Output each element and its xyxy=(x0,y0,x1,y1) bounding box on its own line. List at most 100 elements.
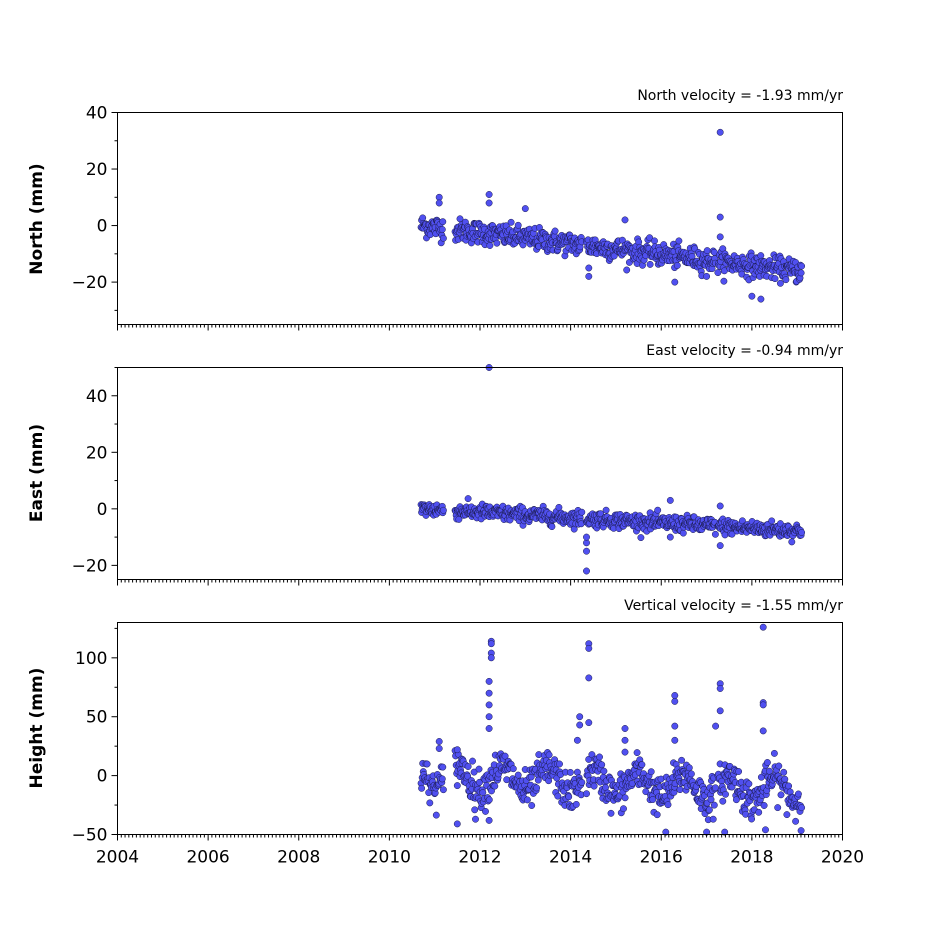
north-data-point xyxy=(507,218,515,226)
north-outlier-point xyxy=(671,278,679,286)
height-outlier-point xyxy=(759,623,767,631)
height-outlier-point xyxy=(621,725,629,732)
north-data-point xyxy=(493,239,501,247)
height-data-point xyxy=(469,757,476,765)
height-data-point xyxy=(685,764,693,772)
height-data-point xyxy=(653,811,661,819)
height-data-point xyxy=(763,759,771,766)
east-data-point xyxy=(464,495,472,503)
north-data-point xyxy=(782,276,790,284)
east-outlier-point xyxy=(583,539,590,547)
north-y-tick-label: −20 xyxy=(72,273,108,293)
height-data-point xyxy=(475,765,483,773)
height-data-point xyxy=(775,762,783,770)
north-outlier-point xyxy=(757,295,765,303)
x-tick-label: 2018 xyxy=(730,848,773,868)
north-outlier-point xyxy=(585,264,593,272)
north-data-point xyxy=(438,226,446,233)
height-data-point xyxy=(620,805,627,813)
height-data-point xyxy=(523,796,531,804)
east-data-point xyxy=(788,538,796,546)
height-outlier-point xyxy=(585,674,593,682)
height-data-point xyxy=(638,761,646,769)
height-data-point xyxy=(598,761,606,769)
height-data-point xyxy=(501,752,509,760)
east-y-tick-label: −20 xyxy=(72,556,108,576)
height-data-point xyxy=(453,782,461,790)
height-data-point xyxy=(621,794,629,802)
north-data-point xyxy=(551,227,559,235)
height-data-point xyxy=(596,753,603,761)
height-data-points xyxy=(417,623,806,836)
north-data-point xyxy=(771,275,779,283)
north-panel: North velocity = -1.93 mm/yr North (mm) … xyxy=(27,88,843,331)
height-data-point xyxy=(766,767,773,775)
height-plot-frame xyxy=(117,622,843,835)
x-tick-label: 2014 xyxy=(549,848,592,868)
height-outlier-point xyxy=(671,722,679,730)
north-data-point xyxy=(514,221,522,229)
north-data-point xyxy=(738,270,746,278)
height-data-point xyxy=(649,796,657,803)
height-outlier-point xyxy=(671,697,679,705)
height-outlier-point xyxy=(472,815,479,823)
x-tick-label: 2008 xyxy=(277,848,320,868)
height-y-axis-label: Height (mm) xyxy=(27,668,47,789)
east-data-point xyxy=(637,534,645,542)
vertical-velocity-title: Vertical velocity = -1.55 mm/yr xyxy=(624,598,843,614)
height-outlier-point xyxy=(662,828,670,836)
north-data-point xyxy=(646,260,654,268)
north-y-axis-label: North (mm) xyxy=(27,163,47,274)
x-tick-label: 2004 xyxy=(96,848,139,868)
north-outlier-point xyxy=(716,213,724,221)
height-data-point xyxy=(794,790,802,798)
east-plot-frame xyxy=(117,367,843,580)
height-data-point xyxy=(439,786,447,794)
height-data-point xyxy=(642,788,650,796)
height-data-point xyxy=(678,756,686,764)
north-axis-ticks: 40 20 0 −20 xyxy=(72,104,843,331)
height-data-point xyxy=(578,778,586,786)
north-velocity-title: North velocity = -1.93 mm/yr xyxy=(637,88,843,104)
north-y-tick-label: 20 xyxy=(86,160,108,180)
height-outlier-point xyxy=(716,685,724,692)
height-outlier-point xyxy=(485,713,493,721)
x-tick-label: 2010 xyxy=(368,848,411,868)
height-data-point xyxy=(509,765,517,773)
north-data-point xyxy=(651,237,658,245)
height-outlier-point xyxy=(671,736,679,744)
north-y-tick-label: 0 xyxy=(97,217,108,237)
height-data-point xyxy=(545,751,553,759)
height-outlier-point xyxy=(487,654,495,662)
height-data-point xyxy=(687,770,695,778)
east-velocity-title: East velocity = -0.94 mm/yr xyxy=(646,343,843,359)
height-data-point xyxy=(735,768,743,775)
x-tick-label: 2016 xyxy=(640,848,683,868)
north-plot-frame xyxy=(117,112,843,325)
east-data-point xyxy=(679,529,687,537)
east-outlier-point xyxy=(583,547,590,555)
height-data-point xyxy=(418,784,426,792)
height-data-point xyxy=(783,811,791,819)
height-data-point xyxy=(528,802,536,809)
x-tick-label: 2006 xyxy=(186,848,229,868)
height-outlier-point xyxy=(716,707,724,715)
north-y-tick-label: 40 xyxy=(86,104,108,124)
height-y-tick-label: 0 xyxy=(97,767,108,787)
height-outlier-point xyxy=(621,748,629,756)
north-data-point xyxy=(623,266,631,274)
east-outlier-point xyxy=(583,567,590,575)
east-data-points xyxy=(417,364,806,575)
x-tick-label: 2020 xyxy=(821,848,864,868)
height-data-point xyxy=(792,817,800,825)
height-data-point xyxy=(554,792,562,800)
height-data-point xyxy=(565,793,573,801)
height-data-point xyxy=(533,784,541,792)
height-outlier-point xyxy=(435,738,443,745)
height-data-point xyxy=(755,808,763,816)
height-data-point xyxy=(438,775,446,783)
x-tick-label: 2012 xyxy=(458,848,501,868)
height-data-point xyxy=(491,782,499,790)
east-data-point xyxy=(548,523,556,531)
